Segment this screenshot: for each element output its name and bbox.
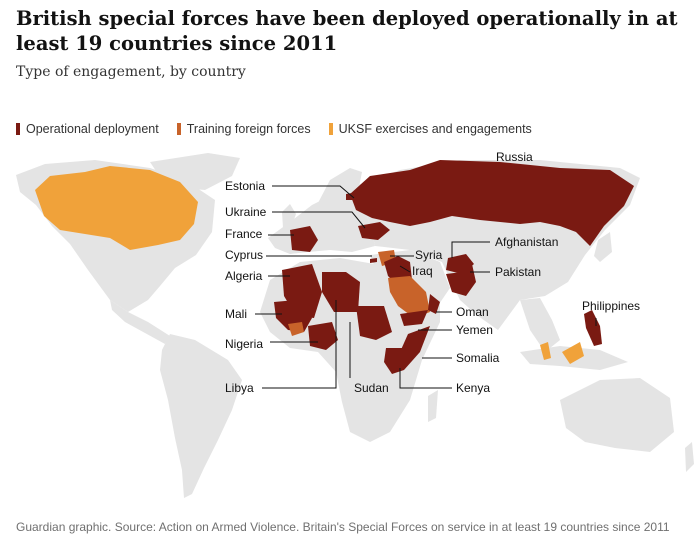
label-iraq: Iraq <box>412 264 433 278</box>
country-somalia <box>400 326 430 370</box>
label-france: France <box>225 227 263 241</box>
label-pakistan: Pakistan <box>495 265 541 279</box>
leader-line-libya <box>262 300 337 389</box>
legend: Operational deployment Training foreign … <box>16 120 550 138</box>
label-libya: Libya <box>225 381 254 395</box>
legend-label-exercises: UKSF exercises and engagements <box>338 122 532 136</box>
country-mali <box>274 300 312 332</box>
chart-title: British special forces have been deploye… <box>16 7 678 55</box>
land-japan <box>594 232 612 262</box>
world-map: Russia Estonia Ukraine France Cyprus Alg… <box>16 150 694 498</box>
leader-line-kenya <box>399 368 452 389</box>
label-ukraine: Ukraine <box>225 205 267 219</box>
country-kenya <box>384 348 404 374</box>
legend-label-training: Training foreign forces <box>186 122 311 136</box>
label-yemen: Yemen <box>456 323 493 337</box>
land-australia <box>560 378 674 452</box>
leader-line-estonia <box>272 185 355 199</box>
label-syria: Syria <box>415 248 443 262</box>
country-canada <box>35 166 198 250</box>
land-central-america <box>110 300 170 344</box>
land-south-america <box>160 334 242 498</box>
highlighted-countries <box>35 160 634 374</box>
label-mali: Mali <box>225 307 247 321</box>
legend-swatch-exercises <box>328 123 333 135</box>
leader-line-iraq <box>399 265 411 273</box>
land-new-zealand <box>685 442 694 472</box>
country-pakistan <box>446 264 476 296</box>
label-nigeria: Nigeria <box>225 337 263 351</box>
legend-item-exercises: UKSF exercises and engagements <box>328 122 532 136</box>
label-kenya: Kenya <box>456 381 490 395</box>
label-algeria: Algeria <box>225 269 263 283</box>
country-borneo <box>562 342 584 364</box>
country-libya <box>322 272 360 312</box>
label-cyprus: Cyprus <box>225 248 263 262</box>
leader-line-ukraine <box>272 211 366 229</box>
country-labels: Russia Estonia Ukraine France Cyprus Alg… <box>225 150 640 395</box>
leader-line-afghanistan <box>451 241 490 258</box>
label-philippines: Philippines <box>582 299 640 313</box>
country-oman <box>428 294 440 314</box>
country-sudan <box>356 306 392 340</box>
land-southeast-asia <box>520 298 560 352</box>
legend-item-training: Training foreign forces <box>176 122 311 136</box>
legend-label-operational: Operational deployment <box>26 122 159 136</box>
label-estonia: Estonia <box>225 179 265 193</box>
label-russia: Russia <box>496 150 533 164</box>
label-afghanistan: Afghanistan <box>495 235 558 249</box>
label-somalia: Somalia <box>456 351 500 365</box>
land-madagascar <box>428 390 438 422</box>
source-note: Guardian graphic. Source: Action on Arme… <box>16 520 670 534</box>
country-nigeria <box>308 322 338 350</box>
legend-item-operational: Operational deployment <box>16 122 159 136</box>
land-uk <box>282 204 296 228</box>
label-sudan: Sudan <box>354 381 389 395</box>
country-malaysia <box>540 342 551 360</box>
leader-lines <box>255 185 597 389</box>
country-france <box>290 226 318 252</box>
country-burkina-faso <box>288 322 304 336</box>
country-cyprus <box>370 258 377 263</box>
chart-subtitle: Type of engagement, by country <box>16 64 246 80</box>
country-russia <box>350 160 634 246</box>
country-yemen <box>400 310 428 326</box>
land-scandinavia <box>318 168 362 212</box>
legend-swatch-training <box>176 123 181 135</box>
country-philippines <box>584 310 602 346</box>
country-saudi-arabia <box>388 276 430 318</box>
label-oman: Oman <box>456 305 489 319</box>
country-ukraine <box>358 222 390 240</box>
legend-swatch-operational <box>16 123 20 135</box>
